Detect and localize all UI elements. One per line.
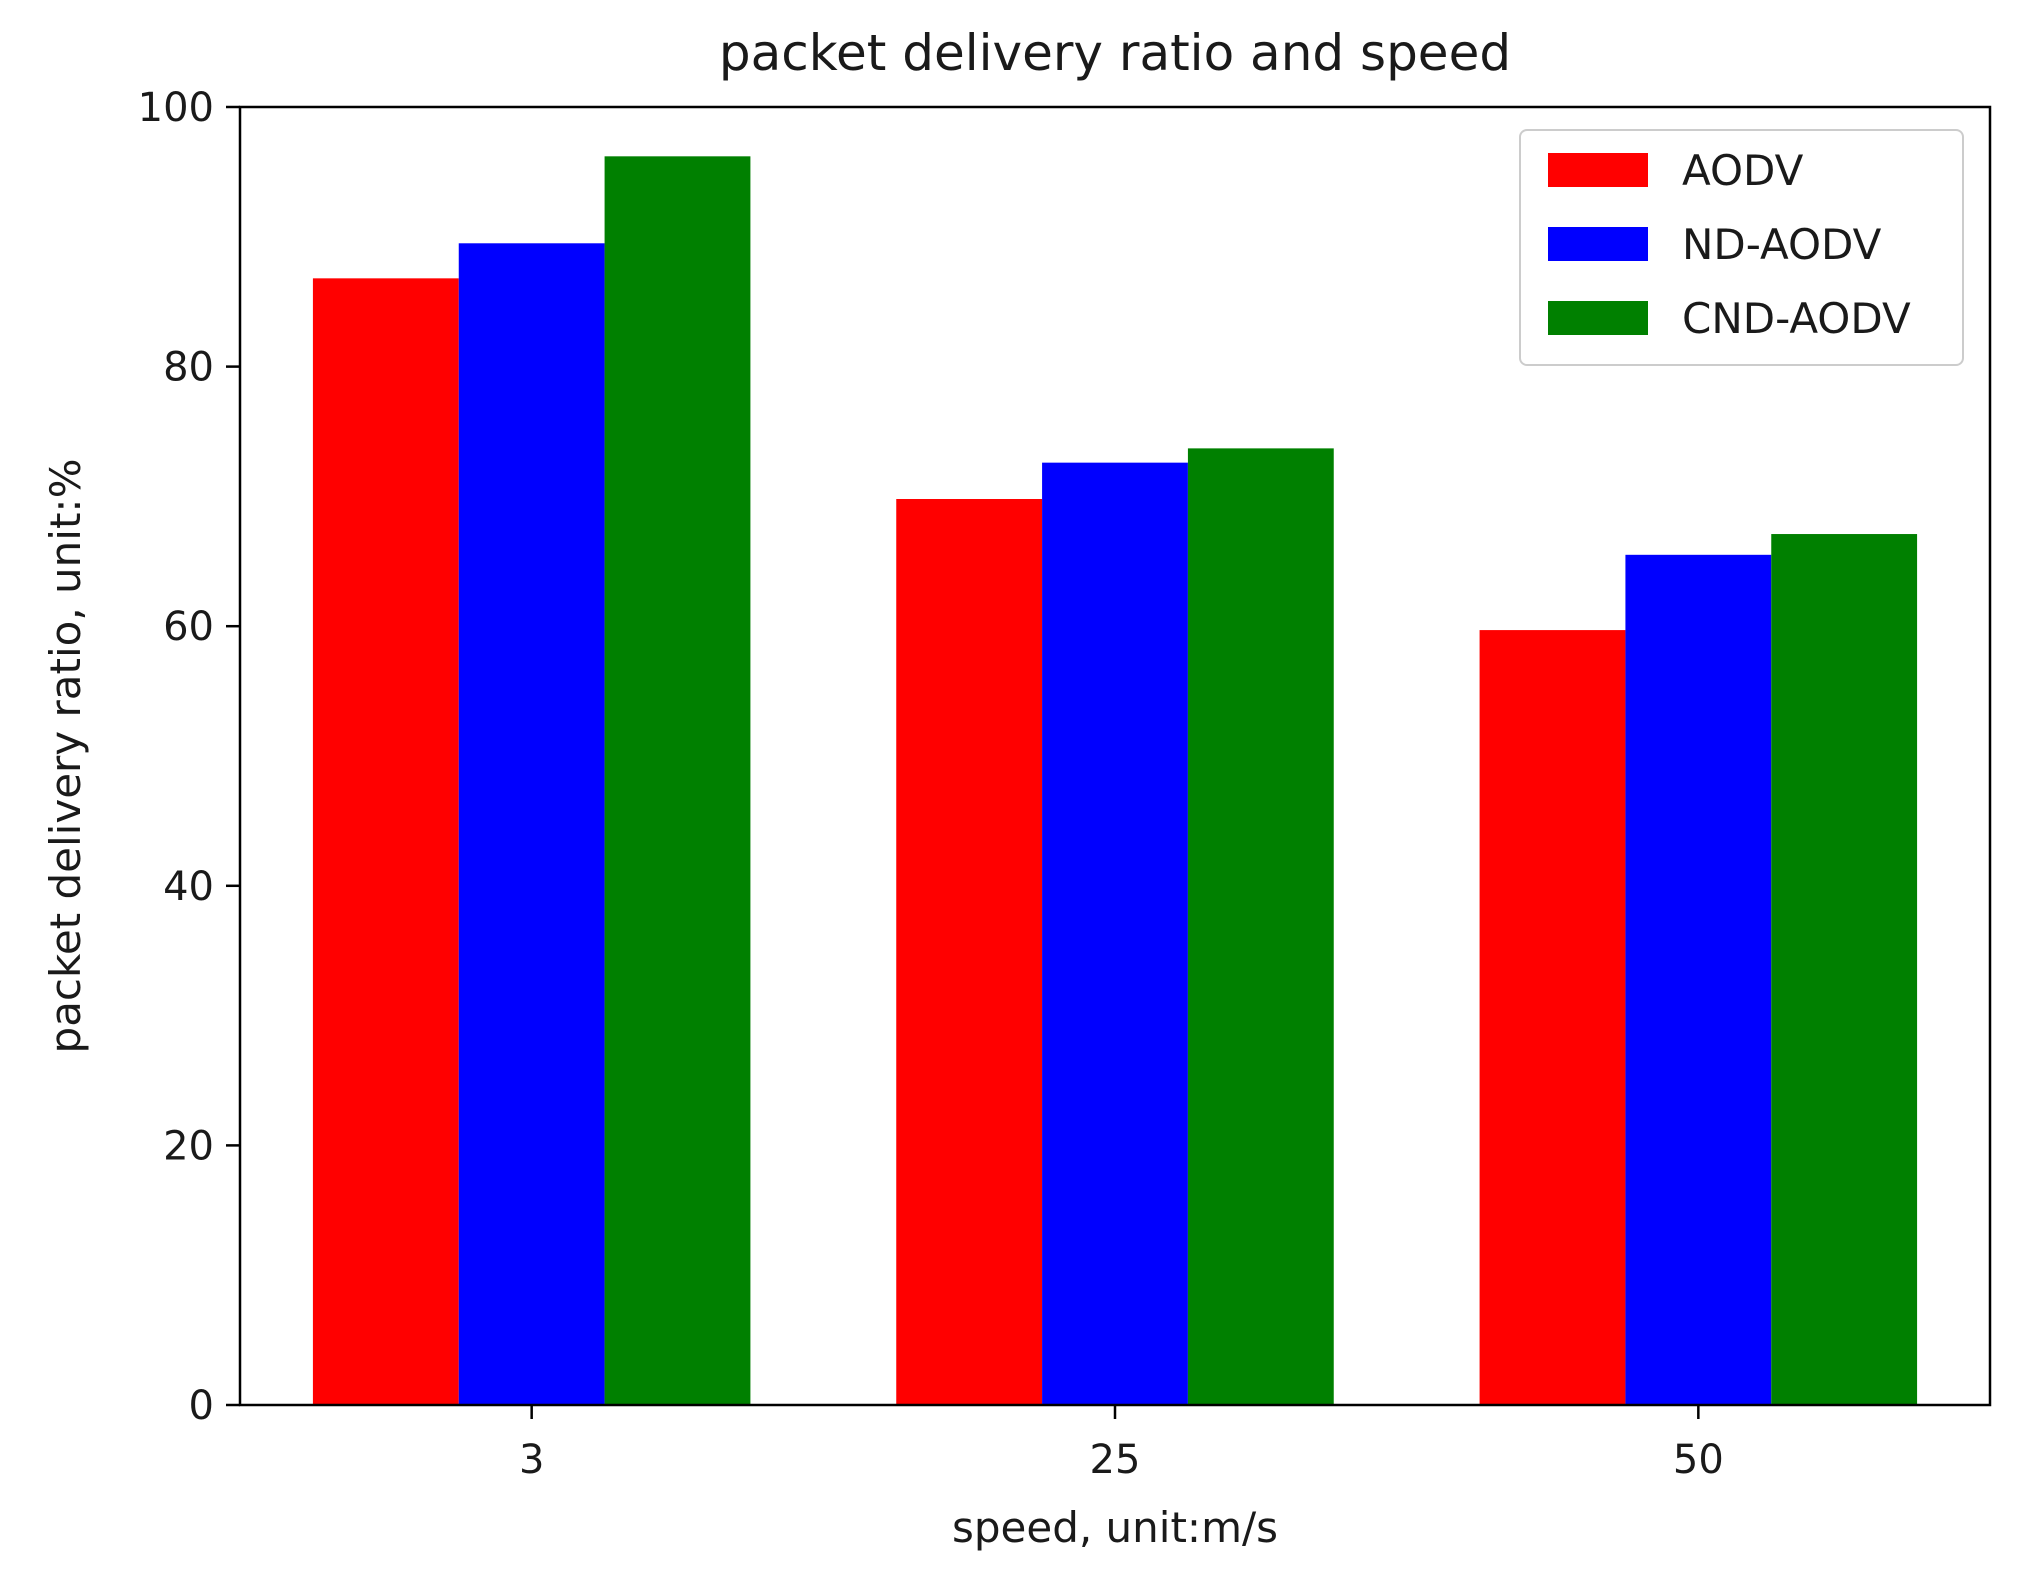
- bar-cnd-aodv-50: [1771, 534, 1918, 1405]
- y-tick-label: 80: [163, 345, 214, 391]
- x-axis-ticks: 3 25 50: [519, 1405, 1724, 1483]
- y-tick-label: 100: [138, 85, 214, 131]
- legend-swatch-aodv: [1548, 153, 1648, 187]
- legend-label-cnd-aodv: CND-AODV: [1682, 294, 1911, 343]
- bar-cnd-aodv-3: [604, 156, 751, 1405]
- legend-swatch-cnd-aodv: [1548, 301, 1648, 335]
- y-tick-label: 60: [163, 604, 214, 650]
- bar-nd-aodv-3: [458, 243, 605, 1405]
- bar-aodv-25: [896, 499, 1043, 1405]
- bar-nd-aodv-25: [1042, 462, 1188, 1405]
- y-tick-label: 0: [189, 1383, 214, 1429]
- y-tick-label: 20: [163, 1123, 214, 1169]
- x-tick-label: 3: [519, 1437, 544, 1483]
- x-tick-label: 50: [1673, 1437, 1724, 1483]
- legend: AODV ND-AODV CND-AODV: [1519, 129, 1964, 366]
- y-axis-label: packet delivery ratio, unit:%: [41, 459, 90, 1054]
- legend-label-nd-aodv: ND-AODV: [1682, 220, 1882, 269]
- legend-swatch-nd-aodv: [1548, 227, 1648, 261]
- y-tick-label: 40: [163, 864, 214, 910]
- bars-group: [312, 156, 1918, 1406]
- x-axis-label: speed, unit:m/s: [952, 1503, 1278, 1552]
- chart-title: packet delivery ratio and speed: [719, 24, 1511, 82]
- bar-nd-aodv-50: [1625, 554, 1772, 1405]
- bar-aodv-3: [312, 278, 459, 1406]
- plot-frame: [238, 105, 1992, 1407]
- legend-label-aodv: AODV: [1682, 146, 1804, 195]
- x-tick-label: 25: [1090, 1437, 1141, 1483]
- bar-cnd-aodv-25: [1187, 448, 1334, 1405]
- y-axis-ticks: 0 20 40 60 80 100: [138, 85, 240, 1429]
- bar-aodv-50: [1479, 630, 1626, 1405]
